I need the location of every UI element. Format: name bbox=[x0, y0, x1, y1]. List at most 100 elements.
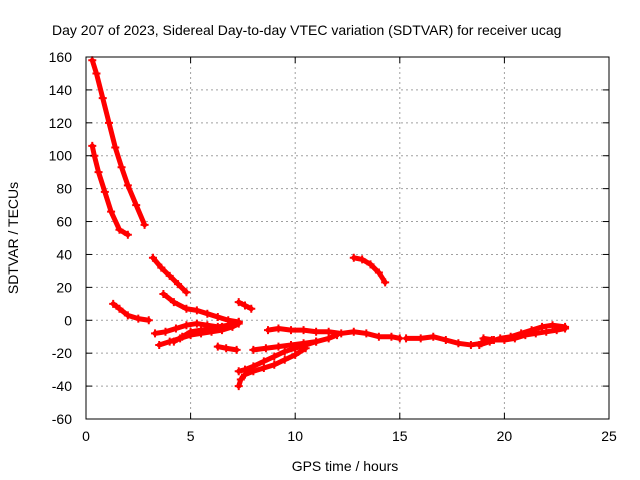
data-point-marker bbox=[94, 168, 103, 177]
data-point-marker bbox=[157, 263, 166, 272]
x-tick-label: 10 bbox=[287, 428, 303, 444]
data-point-marker bbox=[123, 181, 132, 190]
data-point-marker bbox=[192, 319, 201, 328]
data-point-marker bbox=[107, 207, 116, 216]
data-point-marker bbox=[374, 268, 383, 277]
data-point-marker bbox=[92, 69, 101, 78]
series-arc-2 bbox=[88, 141, 132, 239]
data-point-marker bbox=[531, 329, 540, 338]
series-arc-10 bbox=[213, 342, 241, 354]
data-point-marker bbox=[148, 253, 157, 262]
data-point-marker bbox=[207, 324, 216, 333]
data-traces bbox=[88, 56, 570, 391]
data-point-marker bbox=[259, 357, 268, 366]
data-point-marker bbox=[349, 327, 358, 336]
data-point-marker bbox=[500, 336, 509, 345]
y-tick-label: 0 bbox=[64, 312, 72, 328]
data-point-marker bbox=[111, 143, 120, 152]
data-point-marker bbox=[270, 352, 279, 361]
data-point-marker bbox=[171, 324, 180, 333]
series-arc-11 bbox=[234, 344, 310, 391]
data-point-marker bbox=[538, 322, 547, 331]
data-point-marker bbox=[182, 304, 191, 313]
y-tick-label: 100 bbox=[49, 148, 73, 164]
series-arc-9 bbox=[234, 298, 256, 313]
data-point-marker bbox=[192, 306, 201, 315]
data-point-marker bbox=[174, 280, 183, 289]
data-point-marker bbox=[169, 337, 178, 346]
series-arc-3 bbox=[148, 253, 191, 297]
axis-ticks: 0 5 10 15 20 25 -60 -40 -20 0 20 40 60 80 100 120 140 160 bbox=[49, 49, 617, 444]
data-point-marker bbox=[247, 304, 256, 313]
data-point-marker bbox=[249, 345, 258, 354]
data-point-marker bbox=[261, 344, 270, 353]
data-point-marker bbox=[228, 321, 237, 330]
data-point-marker bbox=[287, 340, 296, 349]
data-point-marker bbox=[299, 326, 308, 335]
grid-lines bbox=[86, 57, 609, 419]
data-point-marker bbox=[217, 322, 226, 331]
data-point-marker bbox=[100, 187, 109, 196]
x-tick-label: 20 bbox=[497, 428, 513, 444]
chart-title: Day 207 of 2023, Sidereal Day-to-day VTE… bbox=[52, 22, 561, 38]
data-point-marker bbox=[159, 289, 168, 298]
data-point-marker bbox=[182, 288, 191, 297]
data-point-marker bbox=[134, 314, 143, 323]
data-point-marker bbox=[366, 260, 375, 269]
data-point-marker bbox=[552, 326, 561, 335]
data-point-marker bbox=[561, 324, 570, 333]
data-point-marker bbox=[155, 340, 164, 349]
data-point-marker bbox=[213, 342, 222, 351]
data-point-marker bbox=[358, 255, 367, 264]
x-tick-label: 5 bbox=[187, 428, 195, 444]
x-tick-label: 0 bbox=[82, 428, 90, 444]
data-point-marker bbox=[441, 336, 450, 345]
data-point-marker bbox=[98, 94, 107, 103]
data-point-marker bbox=[132, 201, 141, 210]
data-point-marker bbox=[312, 337, 321, 346]
y-tick-label: 20 bbox=[56, 279, 72, 295]
data-point-marker bbox=[274, 342, 283, 351]
data-point-marker bbox=[548, 321, 557, 330]
series-arc-8 bbox=[169, 321, 237, 346]
data-point-marker bbox=[234, 382, 243, 391]
data-point-marker bbox=[240, 365, 249, 374]
series-arc-18 bbox=[479, 324, 570, 345]
series-arc-15 bbox=[349, 253, 390, 287]
data-point-marker bbox=[280, 355, 289, 364]
data-point-marker bbox=[264, 326, 273, 335]
y-tick-label: 120 bbox=[49, 115, 73, 131]
data-point-marker bbox=[542, 327, 551, 336]
y-tick-label: 60 bbox=[56, 214, 72, 230]
data-point-marker bbox=[234, 367, 243, 376]
data-point-marker bbox=[270, 360, 279, 369]
data-point-marker bbox=[521, 331, 530, 340]
data-point-marker bbox=[280, 347, 289, 356]
data-point-marker bbox=[249, 362, 258, 371]
data-point-marker bbox=[489, 336, 498, 345]
data-point-marker bbox=[312, 327, 321, 336]
y-tick-label: 40 bbox=[56, 246, 72, 262]
data-point-marker bbox=[203, 309, 212, 318]
data-point-marker bbox=[454, 339, 463, 348]
data-point-marker bbox=[240, 301, 249, 310]
data-point-marker bbox=[466, 340, 475, 349]
data-point-marker bbox=[362, 329, 371, 338]
data-point-marker bbox=[105, 118, 114, 127]
plot-frame bbox=[85, 56, 610, 420]
data-point-marker bbox=[109, 299, 118, 308]
data-point-marker bbox=[88, 56, 97, 65]
y-tick-label: 160 bbox=[49, 49, 73, 65]
series-arc-13 bbox=[249, 331, 342, 354]
y-tick-label: -20 bbox=[52, 345, 72, 361]
data-point-marker bbox=[402, 334, 411, 343]
data-point-marker bbox=[115, 225, 124, 234]
data-point-marker bbox=[123, 230, 132, 239]
y-tick-label: -40 bbox=[52, 378, 72, 394]
data-point-marker bbox=[182, 321, 191, 330]
series-arc-1 bbox=[88, 56, 149, 229]
data-point-marker bbox=[337, 329, 346, 338]
series-arc-14 bbox=[264, 324, 404, 343]
data-point-marker bbox=[349, 253, 358, 262]
